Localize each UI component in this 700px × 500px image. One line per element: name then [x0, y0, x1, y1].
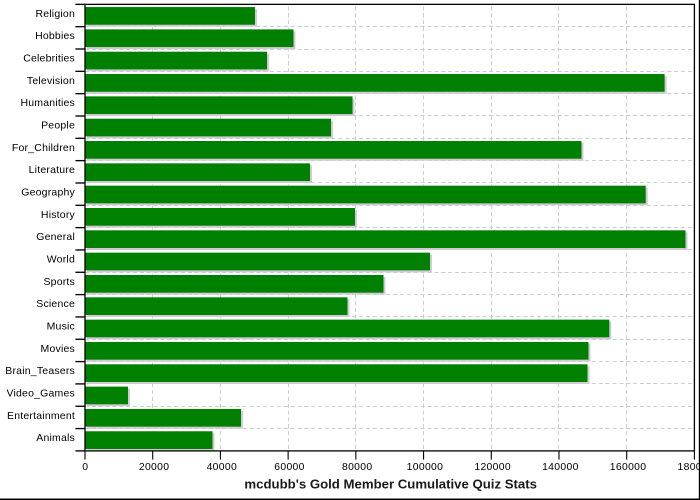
svg-text:80000: 80000	[342, 462, 373, 473]
svg-text:Geography: Geography	[21, 187, 75, 199]
svg-text:Hobbies: Hobbies	[35, 30, 75, 42]
svg-text:Literature: Literature	[29, 164, 75, 176]
svg-text:140000: 140000	[542, 462, 579, 473]
svg-text:Humanities: Humanities	[20, 97, 75, 109]
svg-text:Science: Science	[36, 298, 75, 310]
svg-text:Video_Games: Video_Games	[6, 387, 75, 399]
svg-text:160000: 160000	[610, 462, 647, 473]
svg-text:History: History	[41, 209, 76, 221]
svg-text:Celebrities: Celebrities	[23, 53, 75, 65]
svg-text:Entertainment: Entertainment	[7, 410, 75, 422]
svg-text:0: 0	[82, 462, 88, 473]
svg-text:mcdubb's Gold Member Cumulativ: mcdubb's Gold Member Cumulative Quiz Sta…	[244, 477, 537, 492]
svg-text:Brain_Teasers: Brain_Teasers	[5, 365, 75, 377]
svg-text:General: General	[36, 231, 75, 243]
svg-text:People: People	[41, 120, 75, 132]
svg-text:40000: 40000	[207, 462, 238, 473]
svg-text:Movies: Movies	[41, 343, 75, 355]
svg-text:100000: 100000	[407, 462, 444, 473]
svg-text:Sports: Sports	[43, 276, 75, 288]
svg-text:60000: 60000	[274, 462, 305, 473]
svg-text:Television: Television	[27, 75, 75, 87]
svg-text:Religion: Religion	[35, 8, 75, 20]
svg-text:180000: 180000	[678, 462, 700, 473]
svg-text:20000: 20000	[139, 462, 170, 473]
svg-text:World: World	[47, 254, 75, 266]
svg-text:Animals: Animals	[36, 432, 75, 444]
svg-text:For_Children: For_Children	[12, 142, 75, 154]
svg-text:Music: Music	[47, 321, 75, 333]
svg-text:120000: 120000	[474, 462, 511, 473]
